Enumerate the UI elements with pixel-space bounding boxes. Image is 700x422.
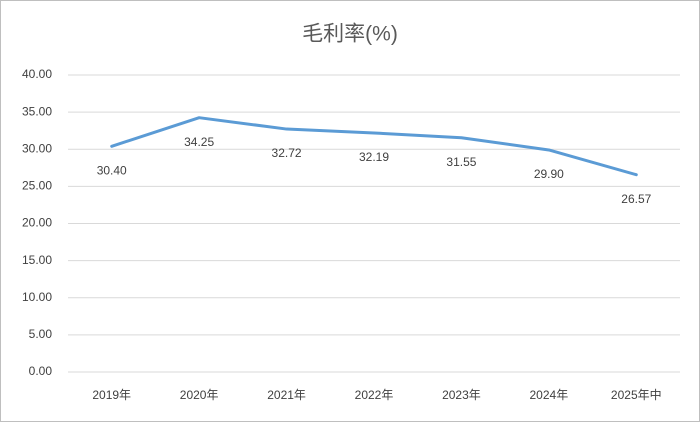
data-label: 32.19 (359, 150, 389, 164)
x-tick-label: 2021年 (267, 388, 306, 402)
y-tick-label: 35.00 (22, 104, 52, 118)
y-tick-label: 5.00 (29, 327, 53, 341)
x-tick-label: 2020年 (180, 388, 219, 402)
chart-title: 毛利率(%) (302, 23, 398, 46)
x-tick-label: 2024年 (530, 388, 569, 402)
data-label: 31.55 (446, 155, 476, 169)
line (110, 116, 638, 177)
y-tick-label: 25.00 (22, 179, 52, 193)
x-tick-label: 2023年 (442, 388, 481, 402)
data-label: 29.90 (534, 167, 564, 181)
x-tick-label: 2025年中 (611, 387, 662, 402)
y-tick-label: 15.00 (22, 253, 52, 267)
x-tick-label: 2019年 (92, 388, 131, 402)
data-label: 30.40 (97, 163, 127, 177)
data-label: 26.57 (621, 192, 651, 206)
y-tick-label: 0.00 (29, 364, 53, 378)
y-tick-label: 30.00 (22, 141, 52, 155)
y-tick-label: 20.00 (22, 216, 52, 230)
data-label: 32.72 (272, 146, 302, 160)
x-tick-label: 2022年 (355, 388, 394, 402)
data-label: 34.25 (184, 135, 214, 149)
y-tick-label: 10.00 (22, 290, 52, 304)
y-tick-label: 40.00 (22, 67, 52, 81)
